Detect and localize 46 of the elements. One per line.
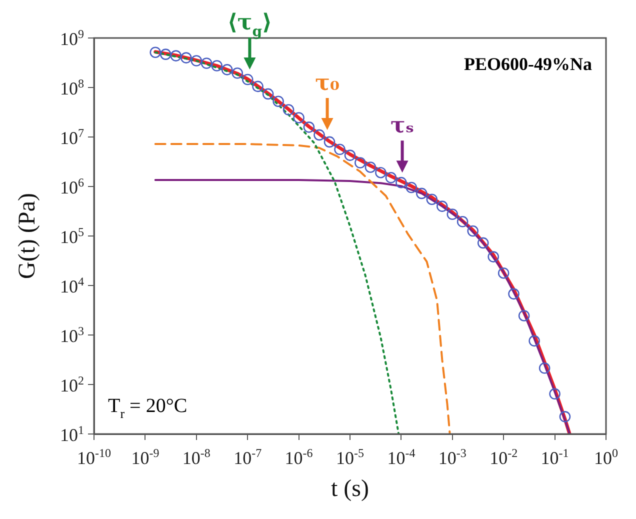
point bbox=[456, 216, 468, 228]
point bbox=[242, 74, 254, 86]
point bbox=[303, 122, 315, 133]
point bbox=[344, 150, 356, 161]
point bbox=[272, 96, 284, 107]
point bbox=[416, 188, 428, 200]
point bbox=[282, 104, 294, 116]
point bbox=[160, 48, 172, 60]
point bbox=[364, 162, 376, 173]
point bbox=[549, 388, 560, 400]
point bbox=[232, 67, 244, 79]
point bbox=[190, 55, 202, 66]
point bbox=[221, 64, 233, 76]
point bbox=[334, 144, 346, 156]
point bbox=[559, 411, 571, 422]
point bbox=[200, 58, 212, 69]
point bbox=[518, 310, 530, 322]
point bbox=[488, 251, 500, 262]
point bbox=[170, 50, 182, 62]
point bbox=[436, 200, 448, 212]
point bbox=[314, 129, 325, 141]
point bbox=[446, 208, 458, 220]
point bbox=[262, 88, 274, 100]
point bbox=[324, 136, 336, 148]
annotation: τₛ bbox=[390, 112, 414, 139]
x-axis-title: t (s) bbox=[331, 476, 369, 502]
point bbox=[426, 194, 438, 205]
point bbox=[180, 52, 192, 64]
point bbox=[385, 172, 397, 184]
point bbox=[396, 176, 407, 188]
point bbox=[354, 157, 366, 168]
annotation: τ₀ bbox=[315, 70, 340, 96]
point bbox=[150, 46, 162, 58]
point bbox=[375, 166, 386, 178]
point bbox=[508, 288, 520, 300]
point bbox=[252, 80, 264, 92]
point bbox=[498, 267, 510, 279]
point bbox=[293, 112, 304, 124]
point bbox=[467, 225, 479, 237]
point bbox=[528, 335, 540, 347]
point bbox=[538, 362, 550, 374]
annotation: PEO600-49%Na bbox=[464, 54, 592, 74]
point bbox=[406, 182, 418, 194]
point bbox=[477, 237, 489, 249]
y-axis-title: G(t) (Pa) bbox=[14, 193, 41, 279]
point bbox=[211, 60, 223, 72]
